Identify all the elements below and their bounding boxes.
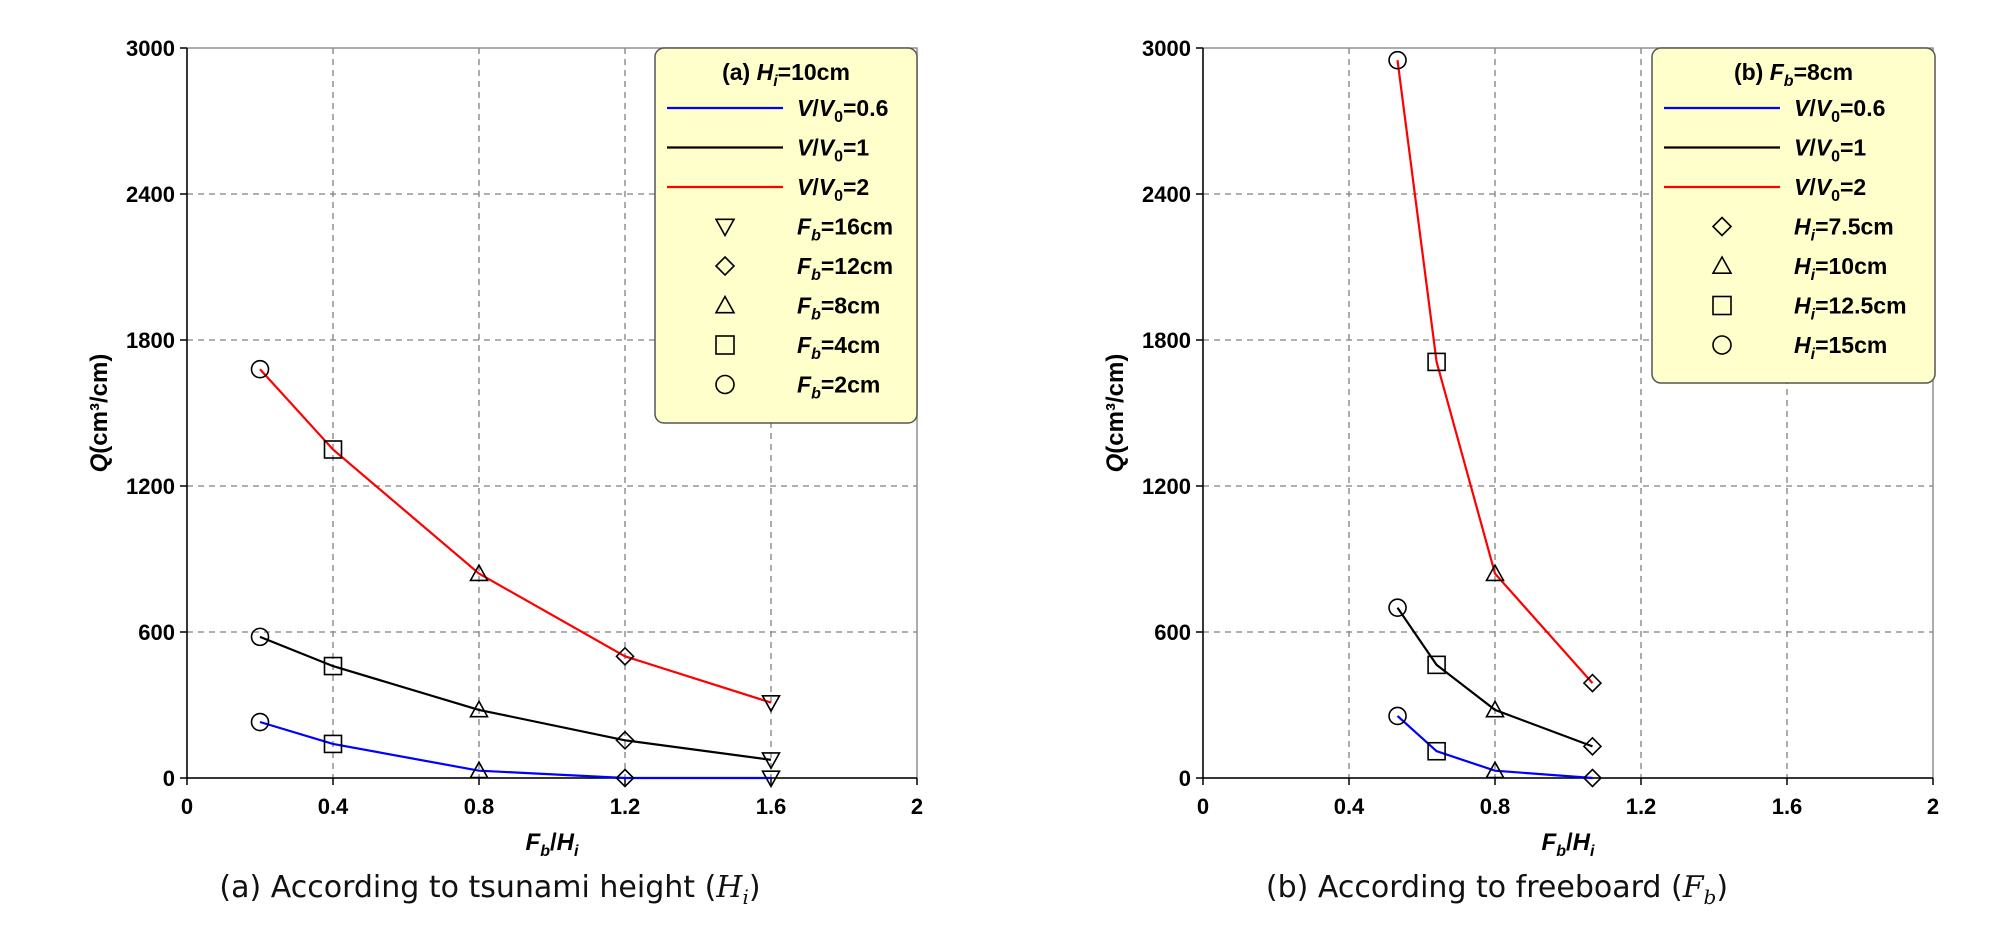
legend-entry: V/V0​=1 (797, 135, 869, 166)
x-axis-title: Fb​/Hi​ (1542, 829, 1595, 860)
data-point (1582, 736, 1603, 756)
legend-entry: Fb​=12cm (797, 253, 893, 284)
data-point (469, 563, 489, 582)
y-tick-label: 1200 (1142, 474, 1191, 499)
x-tick-label: 1.2 (610, 794, 641, 819)
y-tick-label: 3000 (1142, 36, 1191, 61)
data-point (1485, 699, 1505, 718)
x-axis-title: Fb​/Hi​ (526, 829, 579, 860)
legend-marker-swatch (1712, 295, 1732, 316)
legend-entry: Hi​=15cm (1794, 332, 1887, 363)
x-tick-label: 0.8 (1480, 794, 1511, 819)
legend-entry: Hi​=12.5cm (1794, 293, 1907, 324)
y-tick-label: 0 (1179, 766, 1191, 791)
x-tick-label: 2 (1927, 794, 1939, 819)
data-point (1427, 352, 1446, 372)
chart-a: 0 0.4 0.8 1.2 1.6 2 0 600 1200 1800 2400 3000 Fb​/Hi… (86, 36, 923, 909)
x-tick-label: 2 (911, 794, 923, 819)
legend-entry: Fb​=16cm (797, 214, 893, 245)
legend-entry: Fb​=4cm (797, 332, 880, 363)
legend-entry: V/V0​=2 (1794, 174, 1866, 205)
data-point (761, 770, 781, 789)
data-point (250, 359, 270, 379)
series-line (1396, 60, 1594, 684)
data-point (1388, 598, 1407, 617)
data-point (1485, 563, 1505, 582)
y-tick-label: 1200 (126, 474, 175, 499)
legend-marker-swatch (715, 335, 735, 355)
data-point (469, 760, 489, 779)
legend-title: (b) Fb​=8cm (1734, 59, 1853, 90)
legend-marker-swatch (714, 294, 736, 314)
data-point (761, 694, 781, 713)
data-point (250, 627, 270, 647)
data-point (1582, 768, 1603, 788)
legend-marker-swatch (1711, 255, 1733, 275)
y-tick-label: 2400 (126, 182, 175, 207)
x-tick-label: 0 (1197, 794, 1209, 819)
legend-entry: Fb​=2cm (797, 372, 880, 403)
series-line (259, 635, 772, 761)
data-point (1388, 706, 1407, 726)
legend-entry: Hi​=10cm (1794, 253, 1887, 284)
data-point (250, 712, 270, 732)
data-point (615, 646, 635, 666)
data-point (1582, 673, 1603, 693)
data-point (323, 440, 343, 459)
x-tick-label: 1.6 (1772, 794, 1803, 819)
data-point (1427, 741, 1446, 761)
series-line (1396, 715, 1593, 780)
chart-caption: (a) According to tsunami height (Hi) (219, 870, 760, 909)
x-tick-label: 0 (181, 794, 193, 819)
legend-marker-swatch (714, 218, 736, 238)
legend: (a) Hi​=10cm V/V0​=0.6 V/V0​=1 V/V0​=2 Fb​=1… (654, 47, 918, 424)
data-point (615, 768, 635, 788)
legend-entry: V/V0​=0.6 (797, 95, 888, 126)
legend-marker-swatch (714, 255, 736, 277)
data-point (615, 730, 635, 750)
legend-entry: V/V0​=0.6 (1794, 95, 1885, 126)
y-tick-label: 3000 (126, 36, 175, 61)
y-tick-label: 2400 (1142, 182, 1191, 207)
legend-title: (a) Hi​=10cm (722, 59, 850, 90)
series-line (259, 368, 772, 704)
legend-entry: V/V0​=1 (1794, 135, 1866, 166)
y-tick-label: 1800 (1142, 328, 1191, 353)
y-tick-label: 1800 (126, 328, 175, 353)
data-point (323, 734, 343, 754)
y-axis-title: Q(cm³/cm) (1102, 354, 1129, 473)
legend-box (654, 47, 918, 424)
legend-marker-swatch (1712, 335, 1732, 355)
chart-b: 0 0.4 0.8 1.2 1.6 2 0 600 1200 1800 2400 3000 Fb​/Hi… (1102, 36, 1939, 909)
x-tick-label: 0.4 (318, 794, 349, 819)
y-tick-label: 0 (163, 766, 175, 791)
data-point (761, 752, 781, 770)
x-tick-label: 1.6 (756, 794, 787, 819)
x-tick-label: 0.4 (1334, 794, 1365, 819)
legend-entry: Fb​=8cm (797, 293, 880, 324)
x-tick-label: 0.8 (464, 794, 495, 819)
y-tick-label: 600 (138, 620, 175, 645)
y-tick-label: 600 (1154, 620, 1191, 645)
legend: (b) Fb​=8cm V/V0​=0.6 V/V0​=1 V/V0​=2 Hi​=7.… (1651, 47, 1936, 384)
legend-box (1651, 47, 1936, 384)
y-axis-title: Q(cm³/cm) (86, 354, 113, 473)
x-tick-label: 1.2 (1626, 794, 1657, 819)
data-point (1427, 655, 1446, 675)
data-point (469, 699, 489, 718)
legend-marker-swatch (1711, 216, 1733, 237)
data-point (1388, 50, 1407, 70)
chart-caption: (b) According to freeboard (Fb) (1266, 870, 1728, 909)
data-point (323, 656, 343, 676)
legend-marker-swatch (715, 374, 735, 395)
legend-entry: Hi​=7.5cm (1794, 214, 1894, 245)
legend-entry: V/V0​=2 (797, 174, 869, 205)
series-line (1396, 607, 1593, 748)
data-point (1485, 760, 1505, 779)
series-line (259, 720, 771, 780)
